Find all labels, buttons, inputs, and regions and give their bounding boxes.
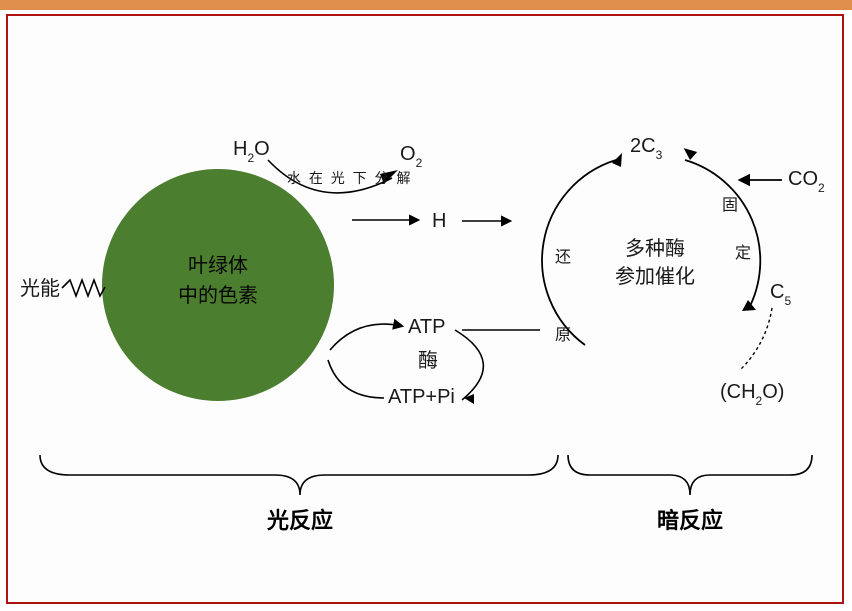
water-split-text: 水 在 光 下 分 解 [287,170,412,186]
light-energy-label: 光能 [20,277,60,300]
c5-to-ch2o-arc [740,308,772,370]
atp-cycle-top [330,324,402,350]
h-label: H [432,210,446,232]
chloroplast-label-2: 中的色素 [178,284,258,307]
h2o-label: H2O [233,138,270,165]
dark-circle-label-2: 参加催化 [615,265,695,288]
co2-label: CO2 [788,168,825,195]
atp-label: ATP [408,316,445,338]
c5-label: C5 [770,281,791,308]
o2-label: O2 [400,143,423,170]
chloroplast-label-1: 叶绿体 [188,254,248,277]
photosynthesis-diagram: 叶绿体 中的色素 光能 H2O O2 水 在 光 下 分 解 H ATP 酶 A… [0,0,852,611]
dark-cycle-left-arc [542,160,616,345]
light-reaction-label: 光反应 [266,508,333,533]
reduce-label-1: 还 [555,248,571,266]
reduce-label-2: 原 [555,327,571,344]
adp-pi-label: ATP+Pi [388,386,455,408]
c3-label: 2C3 [630,135,663,162]
atp-cycle-left [328,360,384,398]
fix-label-1: 固 [722,197,738,214]
brace-dark [568,455,812,495]
dark-cycle-right-arc [685,160,760,310]
ch2o-label: (CH2O) [720,381,784,408]
brace-light [40,455,558,495]
dark-reaction-label: 暗反应 [657,508,723,533]
fix-label-2: 定 [735,244,751,262]
enzyme-label: 酶 [418,349,438,372]
dark-circle-label-1: 多种酶 [625,237,685,260]
light-zigzag [62,280,105,296]
atp-cycle-bottom [455,330,483,400]
